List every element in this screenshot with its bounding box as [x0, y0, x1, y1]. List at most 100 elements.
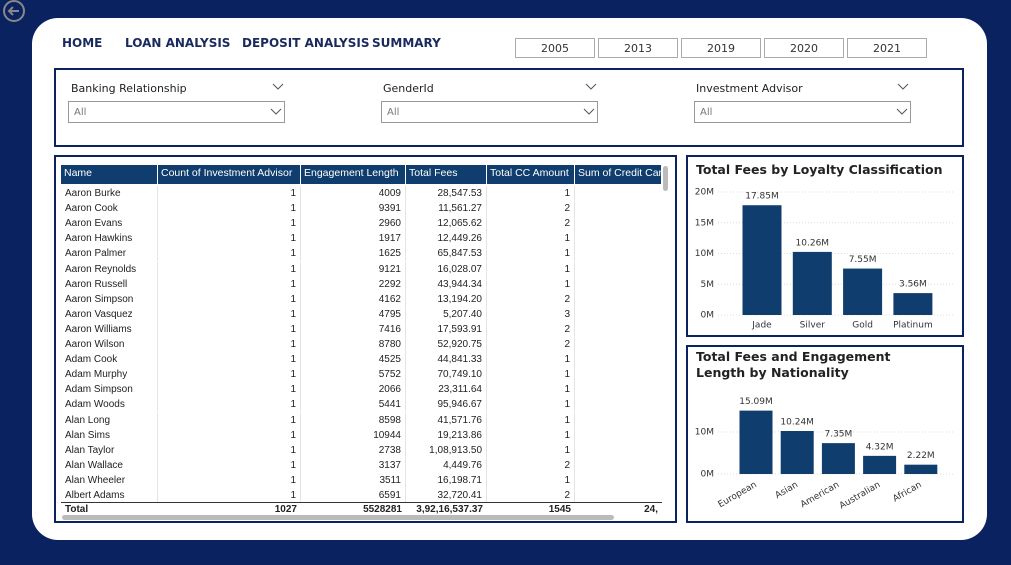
table-cell: 1: [158, 261, 301, 277]
nav-deposit[interactable]: DEPOSIT ANALYSIS: [242, 36, 370, 50]
table-cell: 23,311.64: [406, 382, 487, 398]
table-cell: 1: [158, 276, 301, 292]
table-cell: 12,449.26: [406, 231, 487, 247]
table-cell: 4009: [301, 186, 406, 201]
table-cell: 1: [158, 472, 301, 488]
table-cell: 52,920.75: [406, 337, 487, 352]
total-cell: Total: [65, 504, 89, 516]
table-cell: 1: [158, 291, 301, 307]
table-cell: 10944: [301, 427, 406, 443]
table-cell: 1: [158, 488, 301, 503]
row-name: Alan Wallace: [61, 457, 158, 473]
row-name: Aaron Palmer: [61, 246, 158, 262]
table-cell: 2066: [301, 382, 406, 398]
table-cell: 2: [487, 457, 575, 473]
table-cell: 2960: [301, 216, 406, 232]
nav-loan[interactable]: LOAN ANALYSIS: [125, 36, 231, 50]
data-label: 7.55M: [849, 255, 877, 265]
table-cell: 1: [487, 382, 575, 398]
x-tick-label: Asian: [774, 480, 800, 501]
table-cell: 1: [487, 261, 575, 277]
filter-label: Investment Advisor: [696, 82, 803, 95]
x-tick-label: African: [891, 480, 923, 504]
table-cell: 8780: [301, 337, 406, 352]
x-tick-label: Platinum: [893, 321, 933, 331]
table-cell: 13,194.20: [406, 291, 487, 307]
table-cell: 1: [158, 382, 301, 398]
table-cell: 41,571.76: [406, 412, 487, 428]
row-name: Adam Woods: [61, 397, 158, 413]
table-cell: 1: [487, 231, 575, 247]
bar: [843, 268, 883, 315]
year-button[interactable]: 2013: [598, 38, 678, 58]
year-button[interactable]: 2020: [764, 38, 844, 58]
row-name: Adam Simpson: [61, 382, 158, 398]
row-name: Aaron Burke: [61, 186, 158, 201]
data-label: 7.35M: [824, 430, 852, 440]
column-header: Count of Investment Advisor: [158, 165, 301, 184]
back-button[interactable]: [2, 0, 28, 24]
table-cell: 2292: [301, 276, 406, 292]
chart-title: Total Fees by Loyalty Classification: [696, 162, 943, 177]
table-cell: 8598: [301, 412, 406, 428]
nav-summary[interactable]: SUMMARY: [372, 36, 441, 50]
chart-panel: [686, 345, 964, 523]
year-button[interactable]: 2021: [847, 38, 927, 58]
data-label: 15.09M: [739, 397, 773, 407]
x-tick-label: European: [717, 480, 759, 510]
table-cell: 1: [158, 412, 301, 428]
table-cell: 5441: [301, 397, 406, 413]
year-button[interactable]: 2005: [515, 38, 595, 58]
filter-label: Banking Relationship: [71, 82, 187, 95]
filter-dropdown[interactable]: All: [68, 101, 285, 123]
y-tick-label: 20M: [695, 188, 714, 198]
y-tick-label: 0M: [701, 311, 715, 321]
vertical-scrollbar[interactable]: [663, 166, 668, 191]
bar: [780, 430, 814, 474]
table-cell: 1: [158, 337, 301, 352]
total-cell: 1545: [548, 504, 571, 516]
table-cell: 1: [158, 201, 301, 217]
column-header: Total Fees: [406, 165, 487, 184]
row-name: Aaron Wilson: [61, 337, 158, 352]
horizontal-scrollbar[interactable]: [62, 515, 614, 520]
table-cell: 5,207.40: [406, 306, 487, 322]
filter-dropdown[interactable]: All: [381, 101, 598, 123]
nav-home[interactable]: HOME: [62, 36, 103, 50]
table-cell: 1: [158, 231, 301, 247]
data-label: 17.85M: [745, 192, 779, 202]
row-name: Aaron Williams: [61, 321, 158, 337]
data-label: 10.24M: [780, 417, 814, 427]
table-cell: 2: [487, 321, 575, 337]
table-cell: 43,944.34: [406, 276, 487, 292]
bar: [904, 464, 938, 474]
row-name: Alan Sims: [61, 427, 158, 443]
table-cell: 16,198.71: [406, 472, 487, 488]
table-cell: 3137: [301, 457, 406, 473]
row-name: Alan Wheeler: [61, 472, 158, 488]
table-cell: 1: [487, 276, 575, 292]
table-cell: 9391: [301, 201, 406, 217]
table-cell: 3: [487, 306, 575, 322]
filter-dropdown[interactable]: All: [694, 101, 911, 123]
table-cell: 5752: [301, 367, 406, 383]
column-header: Engagement Length: [301, 165, 406, 184]
data-label: 4.32M: [866, 442, 894, 452]
x-tick-label: Gold: [852, 321, 873, 331]
table-cell: 1917: [301, 231, 406, 247]
table-cell: 3511: [301, 472, 406, 488]
table-cell: 4795: [301, 306, 406, 322]
table-cell: 7416: [301, 321, 406, 337]
table-cell: 1: [487, 186, 575, 201]
row-name: Adam Cook: [61, 352, 158, 368]
table-cell: 1: [158, 321, 301, 337]
data-label: 3.56M: [899, 280, 927, 290]
x-tick-label: Silver: [800, 321, 826, 331]
row-name: Adam Murphy: [61, 367, 158, 383]
bar: [792, 251, 832, 315]
year-button[interactable]: 2019: [681, 38, 761, 58]
table-cell: 65,847.53: [406, 246, 487, 262]
